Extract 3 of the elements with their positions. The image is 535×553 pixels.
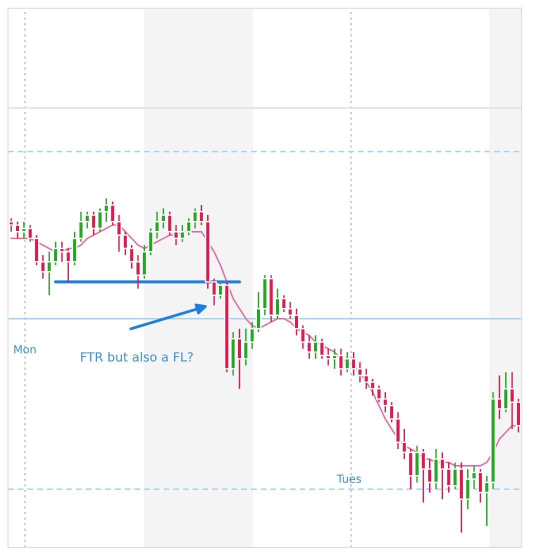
- annotation: FTR but also a FL?: [81, 352, 193, 362]
- annotation: Tues: [336, 474, 361, 483]
- annotation: Mon: [14, 345, 36, 354]
